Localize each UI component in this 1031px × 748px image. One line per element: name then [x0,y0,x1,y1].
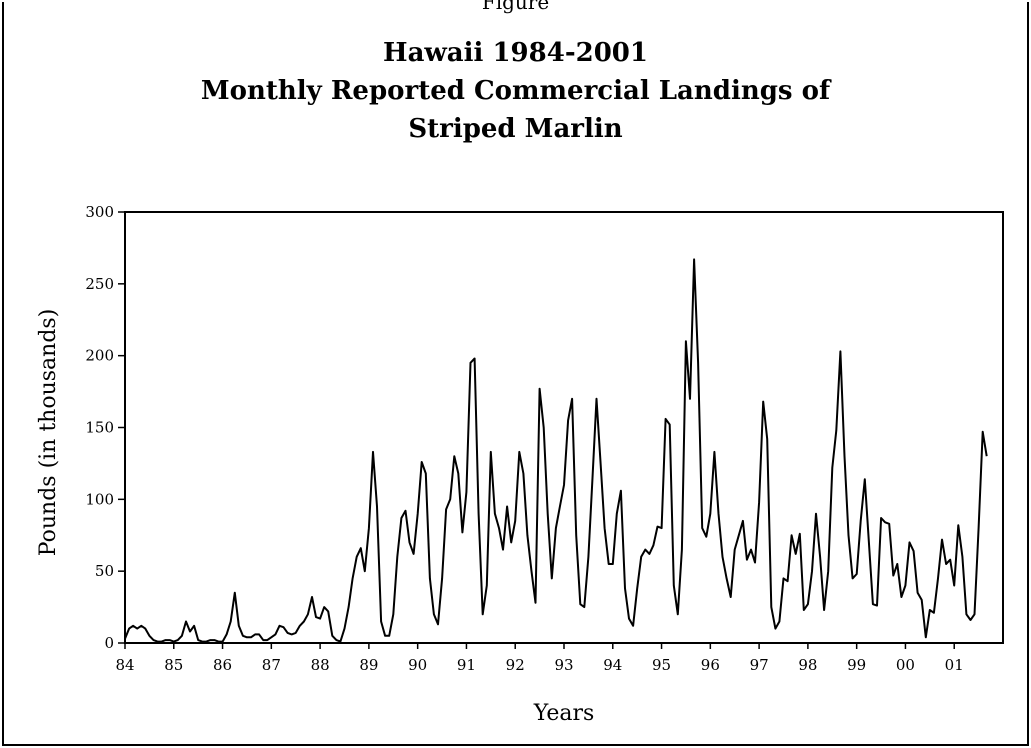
chart-title: Hawaii 1984-2001 Monthly Reported Commer… [0,34,1031,148]
y-tick-label: 250 [85,275,114,293]
y-tick-label: 50 [95,562,114,580]
x-tick-label: 94 [603,656,622,674]
x-tick-label: 93 [554,656,573,674]
x-tick-label: 99 [847,656,866,674]
x-tick-label: 84 [115,656,134,674]
x-tick-label: 01 [945,656,964,674]
y-axis-ticks: 0 50 100 150 200 250 300 [85,203,125,652]
x-tick-label: 87 [262,656,281,674]
x-axis-ticks: 84 85 86 87 88 89 90 91 92 93 94 95 96 97 98 99 00 01 [115,643,964,674]
y-tick-label: 0 [104,634,114,652]
top-cut-text: Figure [481,0,550,14]
x-tick-label: 86 [213,656,232,674]
x-tick-label: 95 [652,656,671,674]
x-axis-label: Years [533,701,595,726]
x-tick-label: 89 [359,656,378,674]
x-tick-label: 92 [506,656,525,674]
y-tick-label: 100 [85,490,114,508]
series-line [124,258,988,643]
y-tick-label: 300 [85,203,114,221]
x-tick-label: 97 [750,656,769,674]
x-tick-label: 88 [311,656,330,674]
y-axis-label: Pounds (in thousands) [36,309,61,557]
chart-title-line-3: Striped Marlin [408,114,623,144]
chart-title-line-2: Monthly Reported Commercial Landings of [200,76,831,106]
x-tick-label: 85 [164,656,183,674]
chart-title-line-1: Hawaii 1984-2001 [383,38,648,68]
x-tick-label: 90 [408,656,427,674]
x-tick-label: 96 [701,656,720,674]
y-tick-label: 200 [85,347,114,365]
x-tick-label: 91 [457,656,476,674]
x-tick-label: 00 [896,656,915,674]
y-tick-label: 150 [85,419,114,437]
x-tick-label: 98 [798,656,817,674]
